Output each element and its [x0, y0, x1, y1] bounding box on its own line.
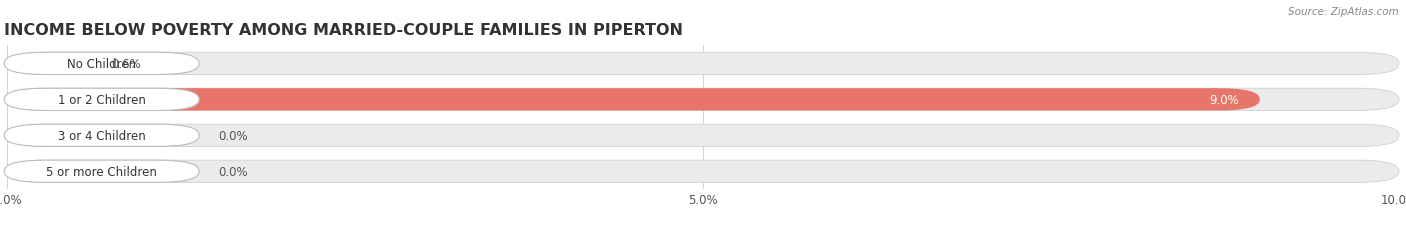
Text: 3 or 4 Children: 3 or 4 Children — [58, 129, 146, 142]
Text: 1 or 2 Children: 1 or 2 Children — [58, 93, 146, 106]
Text: 0.0%: 0.0% — [218, 165, 249, 178]
FancyBboxPatch shape — [7, 53, 90, 75]
FancyBboxPatch shape — [4, 89, 200, 111]
Text: 9.0%: 9.0% — [1209, 93, 1239, 106]
FancyBboxPatch shape — [7, 160, 1399, 183]
Text: 5 or more Children: 5 or more Children — [46, 165, 157, 178]
FancyBboxPatch shape — [4, 53, 200, 75]
FancyBboxPatch shape — [7, 89, 1399, 111]
Text: 0.0%: 0.0% — [218, 129, 249, 142]
FancyBboxPatch shape — [7, 125, 1399, 147]
FancyBboxPatch shape — [4, 125, 200, 147]
FancyBboxPatch shape — [7, 53, 1399, 75]
Text: Source: ZipAtlas.com: Source: ZipAtlas.com — [1288, 7, 1399, 17]
Text: INCOME BELOW POVERTY AMONG MARRIED-COUPLE FAMILIES IN PIPERTON: INCOME BELOW POVERTY AMONG MARRIED-COUPL… — [4, 23, 683, 38]
FancyBboxPatch shape — [7, 89, 1260, 111]
FancyBboxPatch shape — [4, 160, 200, 183]
Text: No Children: No Children — [67, 58, 136, 71]
Text: 0.6%: 0.6% — [111, 58, 141, 71]
